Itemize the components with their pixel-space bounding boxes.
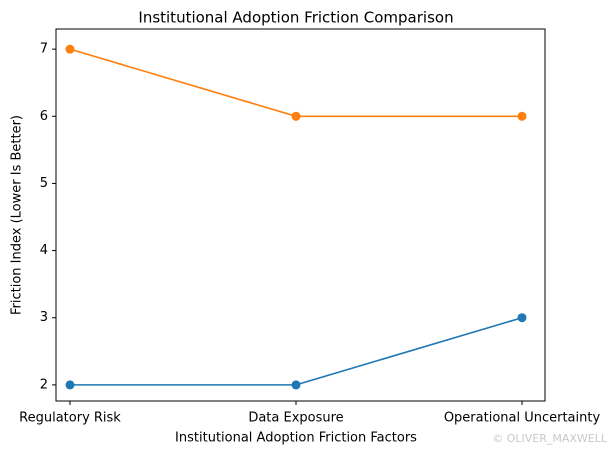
plot-frame (55, 28, 546, 402)
y-tick-label: 2 (40, 377, 48, 392)
x-tick-label: Regulatory Risk (19, 411, 121, 426)
data-point (517, 111, 527, 121)
y-tick-label: 4 (40, 243, 48, 258)
y-tick-label: 5 (40, 176, 48, 191)
chart-title: Institutional Adoption Friction Comparis… (138, 9, 453, 27)
data-point (65, 380, 75, 390)
x-axis-label: Institutional Adoption Friction Factors (175, 431, 417, 446)
watermark: © OLIVER_MAXWELL (492, 432, 608, 445)
x-tick-label: Operational Uncertainty (444, 411, 601, 426)
x-tick-label: Data Exposure (248, 411, 343, 426)
y-tick-label: 3 (40, 310, 48, 325)
y-tick-label: 6 (40, 109, 48, 124)
y-tick-label: 7 (40, 42, 48, 57)
data-point (291, 380, 301, 390)
y-axis-label: Friction Index (Lower Is Better) (10, 115, 25, 315)
data-point (517, 313, 527, 323)
data-point (65, 44, 75, 54)
data-point (291, 111, 301, 121)
